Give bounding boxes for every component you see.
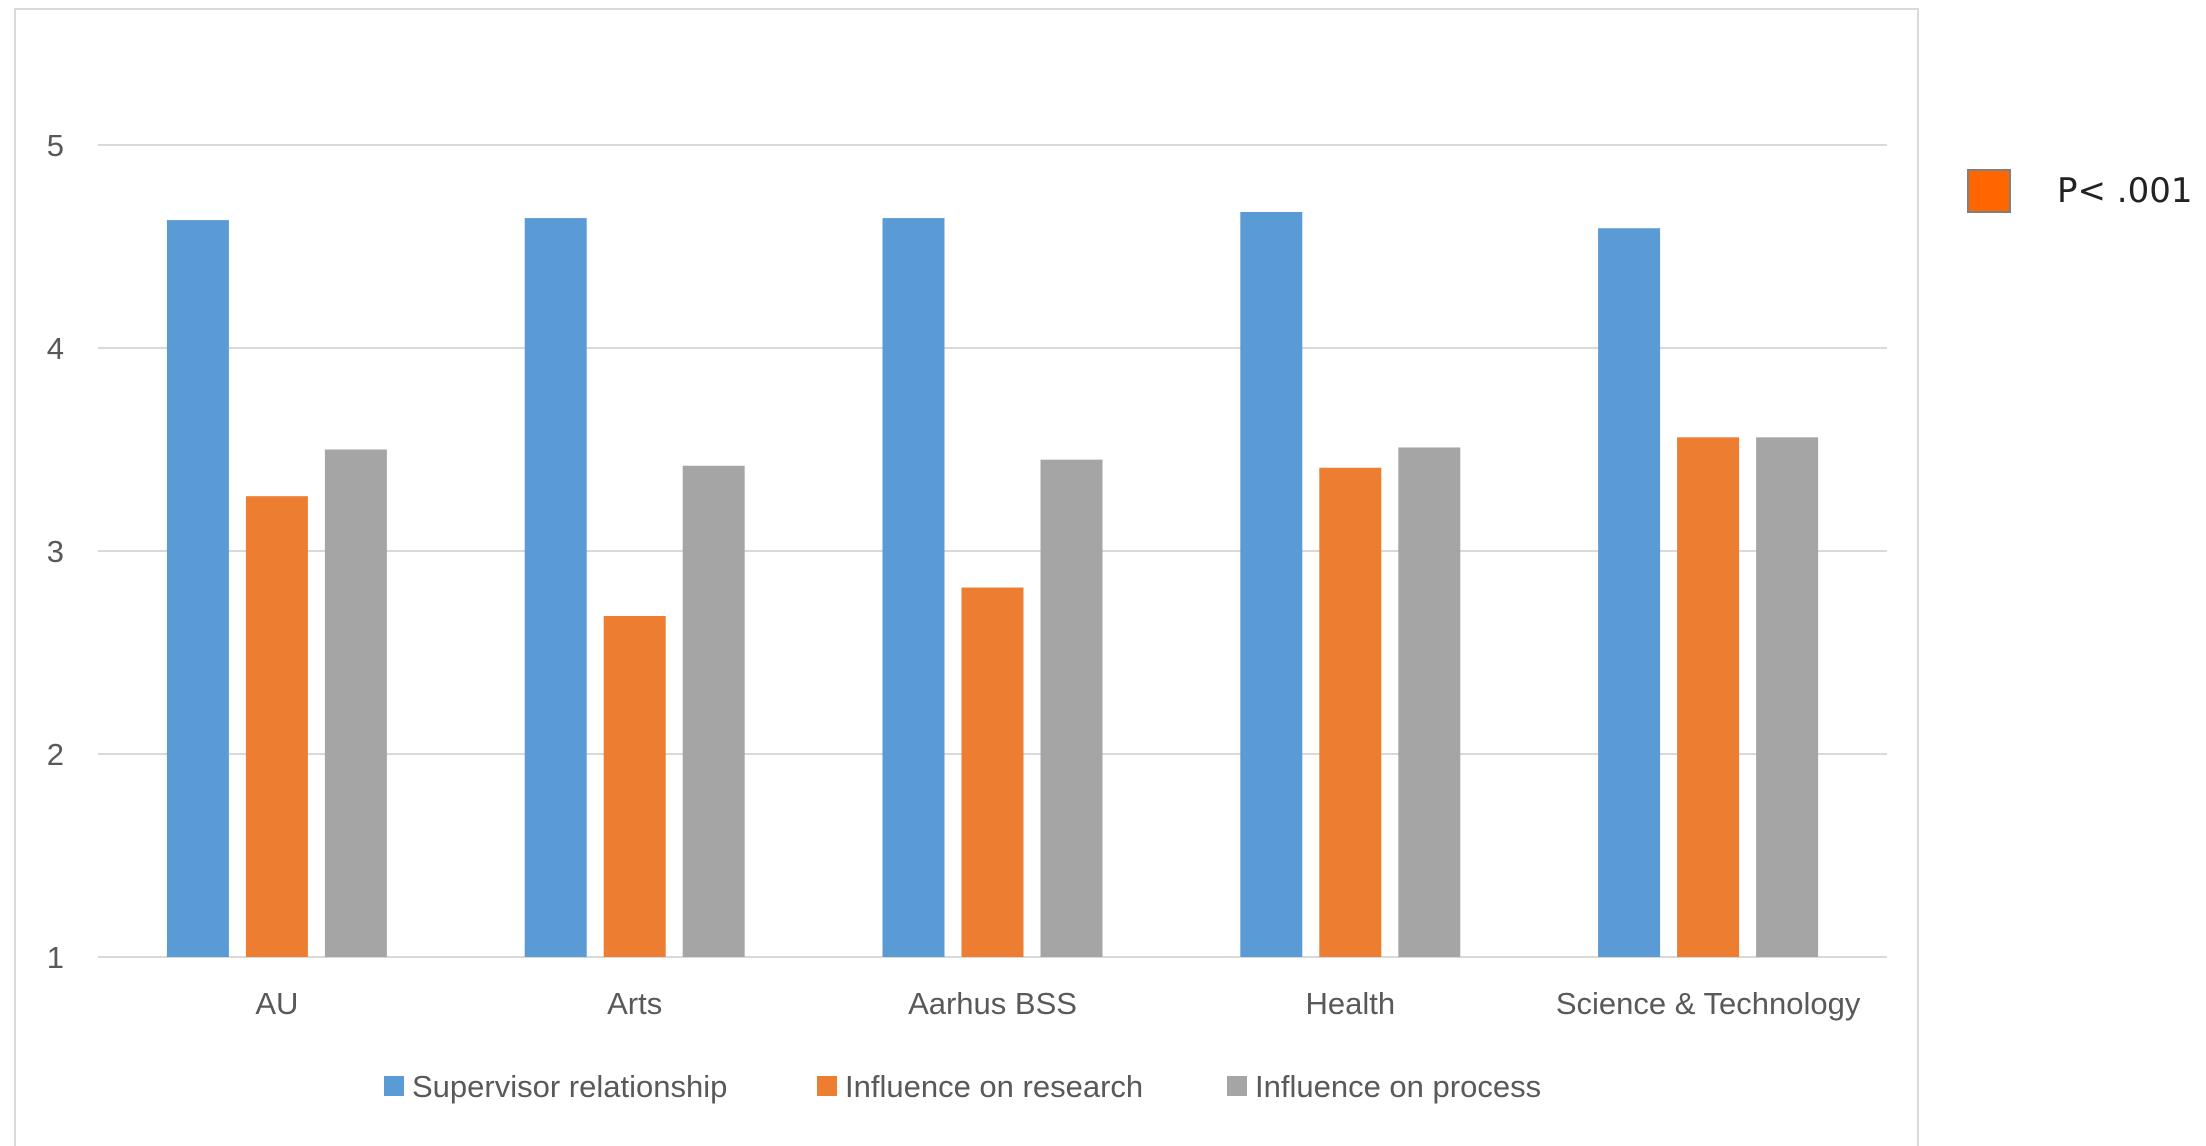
legend-label: Influence on research (845, 1069, 1143, 1104)
bar-supervisor-relationship (1240, 211, 1303, 958)
bar-supervisor-relationship (524, 218, 587, 957)
bar-supervisor-relationship (1598, 228, 1661, 958)
y-tick-label: 3 (47, 534, 64, 569)
significance-swatch (1967, 169, 2011, 213)
significance-legend: P< .001 (1967, 167, 2193, 215)
legend-swatch (1227, 1076, 1247, 1096)
x-tick-label: Aarhus BSS (908, 986, 1077, 1021)
bar-influence-on-research (245, 496, 308, 957)
bar-influence-on-process (324, 449, 387, 957)
y-tick-label: 4 (47, 331, 64, 366)
legend-label: Influence on process (1255, 1069, 1541, 1104)
x-tick-label: AU (255, 986, 298, 1021)
bar-influence-on-research (603, 615, 666, 957)
bar-influence-on-research (961, 587, 1024, 957)
bar-influence-on-process (1398, 447, 1461, 957)
bar-influence-on-process (1040, 459, 1103, 957)
bar-supervisor-relationship (882, 218, 945, 957)
bar-supervisor-relationship (166, 220, 229, 958)
legend-label: Supervisor relationship (412, 1069, 727, 1104)
y-tick-label: 5 (47, 128, 64, 163)
bar-influence-on-process (682, 465, 745, 957)
bar-influence-on-research (1677, 437, 1740, 957)
significance-label: P< .001 (2057, 171, 2193, 211)
y-tick-label: 1 (47, 940, 64, 975)
legend-swatch (817, 1076, 837, 1096)
legend-swatch (384, 1076, 404, 1096)
y-tick-label: 2 (47, 737, 64, 772)
x-tick-label: Health (1305, 986, 1395, 1021)
x-tick-label: Arts (607, 986, 662, 1021)
x-tick-label: Science & Technology (1556, 986, 1861, 1021)
bar-influence-on-research (1319, 467, 1382, 957)
bar-influence-on-process (1756, 437, 1819, 957)
